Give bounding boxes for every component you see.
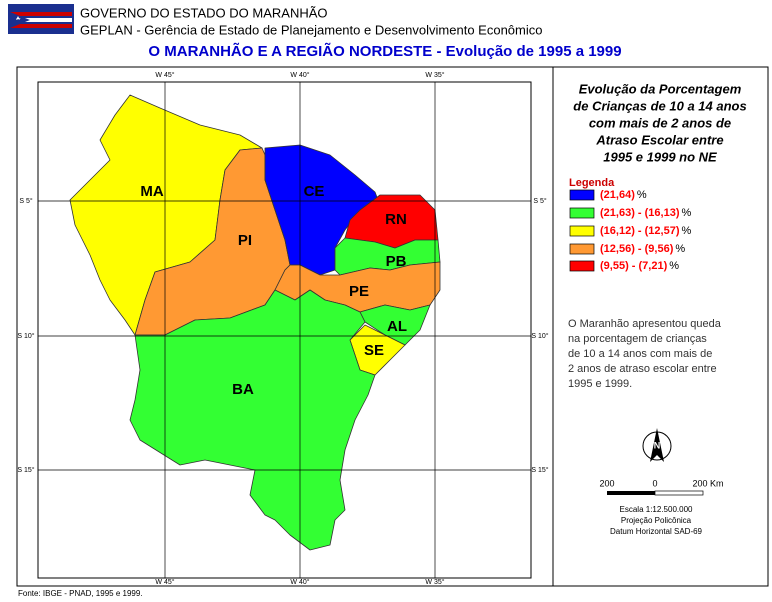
- grid-label: W 40°: [290, 578, 309, 586]
- state-label: PE: [349, 283, 369, 300]
- scale-text: Escala 1:12.500.000: [620, 505, 693, 514]
- scale-label: 200: [599, 478, 614, 488]
- map-title: O MARANHÃO E A REGIÃO NORDESTE - Evoluçã…: [148, 42, 621, 60]
- state-label: BA: [232, 381, 254, 398]
- legend-swatch: [569, 260, 595, 272]
- legend-unit: %: [681, 207, 691, 219]
- frame: [16, 66, 769, 587]
- scale-segment: [607, 491, 655, 495]
- note-line: 2 anos de atraso escolar entre: [568, 363, 717, 375]
- grid-label: W 45°: [155, 578, 174, 586]
- state-label: CE: [304, 183, 325, 200]
- logo-stripe: [10, 12, 72, 16]
- grid-label: W 35°: [425, 71, 444, 79]
- legend-range: (21,64): [600, 189, 635, 201]
- grid-label: W 40°: [290, 71, 309, 79]
- grid-label: S 15°: [531, 466, 548, 474]
- grid-label: S 5°: [533, 197, 547, 205]
- state-shape: [129, 289, 376, 551]
- state-label: MA: [140, 183, 163, 200]
- note-line: O Maranhão apresentou queda: [568, 318, 722, 330]
- grid-label: S 10°: [531, 332, 548, 340]
- logo-star: [16, 16, 21, 20]
- legend-range: (12,56) - (9,56): [600, 243, 674, 255]
- panel-title: de Crianças de 10 a 14 anos: [573, 98, 746, 113]
- legend-swatch: [569, 189, 595, 201]
- scale-label: 200 Km: [692, 478, 723, 488]
- header-line: GOVERNO DO ESTADO DO MARANHÃO: [80, 5, 328, 20]
- legend-unit: %: [681, 225, 691, 237]
- grid-label: W 35°: [425, 578, 444, 586]
- map-frame: [37, 81, 532, 579]
- north-arrow: [642, 428, 672, 462]
- logo-stripe: [10, 18, 72, 22]
- note-line: na porcentagem de crianças: [568, 333, 707, 345]
- north-label: N: [654, 440, 661, 450]
- legend-swatch: [569, 225, 595, 237]
- legend-unit: %: [637, 189, 647, 201]
- state-label: SE: [364, 342, 384, 359]
- note-line: de 10 a 14 anos com mais de: [568, 348, 712, 360]
- legend-swatch: [569, 243, 595, 255]
- scale-bar: [607, 490, 704, 496]
- legend-range: (9,55) - (7,21): [600, 260, 668, 272]
- scale-segment: [654, 490, 704, 496]
- scale-label: 0: [652, 478, 657, 488]
- header-line: GEPLAN - Gerência de Estado de Planejame…: [80, 22, 542, 37]
- state-label: PB: [386, 253, 407, 270]
- legend-title: Legenda: [569, 177, 615, 189]
- panel-title: 1995 e 1999 no NE: [603, 149, 717, 164]
- state-label: RN: [385, 211, 407, 228]
- legend-range: (21,63) - (16,13): [600, 207, 680, 219]
- legend-unit: %: [675, 243, 685, 255]
- panel-title: com mais de 2 anos de: [589, 115, 731, 130]
- grid-label: S 5°: [19, 197, 33, 205]
- north-needle: [650, 428, 664, 462]
- legend-range: (16,12) - (12,57): [600, 225, 680, 237]
- scale-text: Projeção Policônica: [621, 516, 692, 525]
- states: [69, 94, 441, 551]
- scale-text: Datum Horizontal SAD-69: [610, 527, 703, 536]
- legend-unit: %: [669, 260, 679, 272]
- legend-swatch: [569, 207, 595, 219]
- source: Fonte: IBGE - PNAD, 1995 e 1999.: [18, 589, 143, 598]
- logo-stripe: [10, 24, 72, 28]
- state-shape: [359, 304, 431, 346]
- note-line: 1995 e 1999.: [568, 378, 632, 390]
- panel-title: Atraso Escolar entre: [595, 132, 723, 147]
- grid-label: S 10°: [17, 332, 34, 340]
- state-label: PI: [238, 232, 252, 249]
- legend-swatches: [569, 189, 595, 272]
- logo: [8, 4, 74, 34]
- state-label: AL: [387, 318, 407, 335]
- grid-label: S 15°: [17, 466, 34, 474]
- panel-title: Evolução da Porcentagem: [579, 81, 742, 96]
- graticule: [38, 82, 531, 578]
- grid-label: W 45°: [155, 71, 174, 79]
